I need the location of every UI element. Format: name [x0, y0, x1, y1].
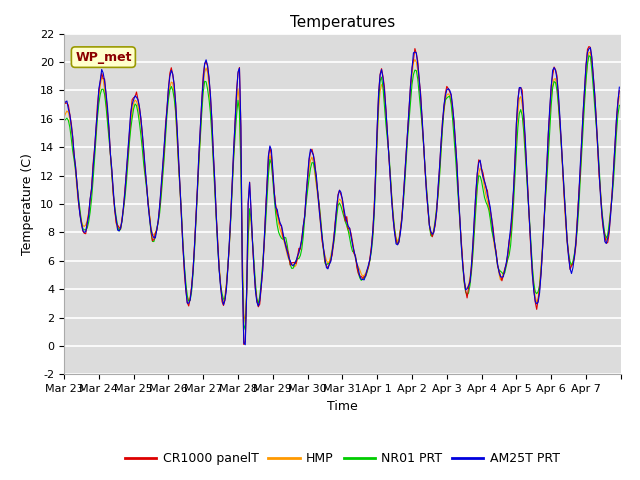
- NR01 PRT: [585, 53, 593, 59]
- HMP: [616, 94, 623, 99]
- X-axis label: Time: Time: [327, 400, 358, 413]
- CR1000 panelT: [79, 228, 86, 234]
- AM25T PRT: [348, 234, 355, 240]
- Text: WP_met: WP_met: [75, 51, 132, 64]
- Line: NR01 PRT: NR01 PRT: [64, 56, 620, 330]
- CR1000 panelT: [458, 239, 465, 245]
- HMP: [79, 223, 86, 228]
- CR1000 panelT: [97, 79, 104, 84]
- NR01 PRT: [79, 226, 86, 231]
- AM25T PRT: [79, 228, 86, 233]
- AM25T PRT: [458, 243, 465, 249]
- CR1000 panelT: [614, 98, 621, 104]
- NR01 PRT: [616, 102, 623, 108]
- HMP: [585, 49, 593, 55]
- Line: CR1000 panelT: CR1000 panelT: [64, 47, 620, 345]
- CR1000 panelT: [540, 219, 548, 225]
- Title: Temperatures: Temperatures: [290, 15, 395, 30]
- NR01 PRT: [614, 112, 621, 118]
- NR01 PRT: [348, 243, 355, 249]
- HMP: [540, 219, 548, 225]
- AM25T PRT: [586, 45, 594, 50]
- HMP: [458, 240, 465, 245]
- HMP: [348, 234, 355, 240]
- NR01 PRT: [97, 91, 104, 97]
- NR01 PRT: [540, 221, 548, 227]
- AM25T PRT: [241, 342, 249, 348]
- AM25T PRT: [614, 99, 621, 105]
- AM25T PRT: [540, 222, 548, 228]
- HMP: [60, 114, 68, 120]
- CR1000 panelT: [60, 96, 68, 102]
- AM25T PRT: [60, 100, 68, 106]
- AM25T PRT: [97, 78, 104, 84]
- AM25T PRT: [616, 84, 623, 90]
- CR1000 panelT: [616, 88, 623, 94]
- HMP: [97, 82, 104, 88]
- CR1000 panelT: [240, 342, 248, 348]
- Line: HMP: HMP: [64, 52, 620, 323]
- HMP: [241, 320, 249, 325]
- NR01 PRT: [458, 243, 465, 249]
- CR1000 panelT: [585, 44, 593, 49]
- Y-axis label: Temperature (C): Temperature (C): [22, 153, 35, 255]
- NR01 PRT: [241, 327, 249, 333]
- NR01 PRT: [60, 118, 68, 124]
- Legend: CR1000 panelT, HMP, NR01 PRT, AM25T PRT: CR1000 panelT, HMP, NR01 PRT, AM25T PRT: [120, 447, 564, 470]
- Line: AM25T PRT: AM25T PRT: [64, 48, 620, 345]
- CR1000 panelT: [348, 231, 355, 237]
- HMP: [614, 102, 621, 108]
